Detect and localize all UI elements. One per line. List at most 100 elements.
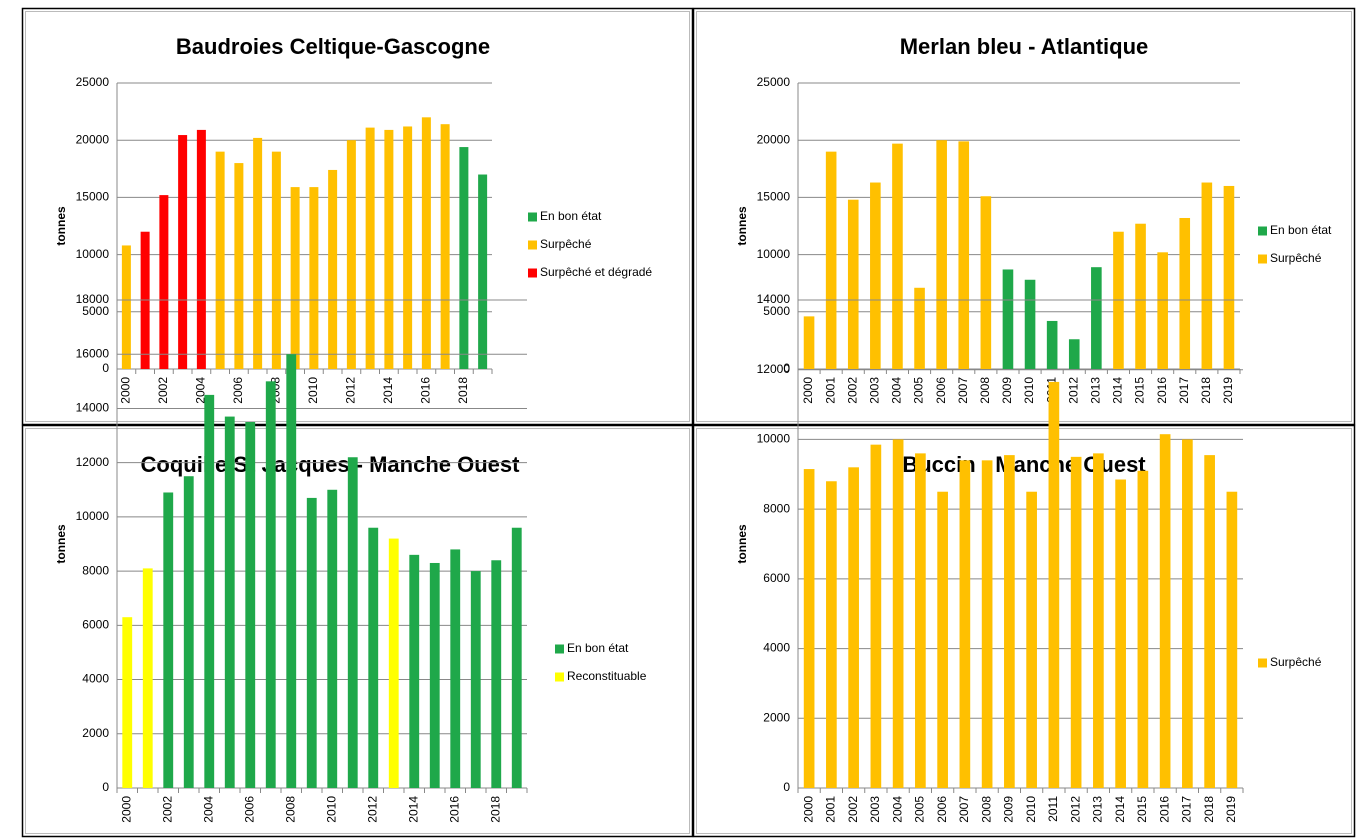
bar (870, 444, 882, 788)
bar (915, 453, 926, 788)
y-tick-label: 14000 (76, 401, 110, 415)
y-tick-label: 12000 (757, 362, 791, 376)
panel-inner (696, 11, 1352, 422)
y-tick-label: 2000 (763, 710, 790, 724)
legend-swatch (528, 212, 537, 222)
x-tick-label: 2002 (156, 377, 170, 404)
legend-label: En bon état (1270, 223, 1332, 237)
bar (980, 196, 992, 369)
x-tick-label: 2001 (824, 796, 838, 823)
bar (470, 571, 481, 788)
bar (870, 182, 881, 369)
bar (511, 527, 522, 788)
bar (958, 141, 970, 369)
x-tick-label: 2006 (242, 796, 256, 823)
x-tick-label: 2004 (890, 796, 904, 823)
panel-border (21, 7, 694, 426)
x-tick-label: 2011 (1046, 796, 1060, 822)
bar (1004, 455, 1015, 788)
bar (421, 117, 431, 369)
bar (1135, 223, 1146, 369)
bar (959, 460, 971, 788)
bar (290, 187, 300, 369)
x-tick-label: 2015 (1135, 796, 1149, 823)
y-axis-label: tonnes (54, 524, 68, 564)
y-tick-label: 8000 (82, 563, 109, 577)
y-tick-label: 2000 (82, 726, 109, 740)
x-tick-label: 2017 (1177, 377, 1191, 404)
panel-border (21, 424, 694, 838)
x-tick-label: 2018 (1199, 377, 1213, 404)
bar (1223, 185, 1235, 369)
y-tick-label: 20000 (757, 132, 791, 146)
x-tick-label: 2012 (1068, 796, 1082, 823)
x-tick-label: 2018 (488, 796, 502, 823)
x-tick-label: 2000 (801, 796, 815, 823)
bar (409, 554, 420, 788)
bar (1137, 470, 1149, 788)
x-tick-label: 2000 (119, 377, 133, 404)
bar (159, 195, 169, 369)
x-tick-label: 2019 (1221, 377, 1235, 404)
legend-label: En bon état (567, 641, 629, 655)
y-tick-label: 16000 (76, 346, 110, 360)
x-tick-label: 2002 (846, 796, 860, 823)
bar (183, 476, 194, 788)
bar (892, 143, 903, 369)
legend-swatch (555, 672, 564, 682)
bar (1179, 217, 1191, 369)
y-tick-label: 25000 (757, 75, 791, 89)
panel-inner (25, 428, 690, 834)
x-tick-label: 2006 (935, 796, 949, 823)
bar (825, 151, 837, 369)
y-tick-label: 10000 (76, 509, 110, 523)
chart-title: Buccin - Manche Ouest (902, 452, 1146, 477)
x-tick-label: 2017 (1180, 796, 1194, 823)
x-tick-label: 2007 (956, 377, 970, 404)
bar (388, 538, 399, 788)
panel-inner (696, 428, 1352, 834)
x-tick-label: 2006 (231, 377, 245, 404)
bar (847, 199, 859, 369)
bar (271, 151, 281, 369)
bar (491, 560, 502, 788)
bar (1201, 182, 1213, 369)
y-tick-label: 5000 (763, 304, 790, 318)
bar (327, 489, 338, 788)
legend-label: Surpêché et dégradé (540, 265, 652, 279)
bar (204, 394, 215, 788)
bar (1157, 252, 1168, 369)
x-tick-label: 2012 (1066, 377, 1080, 404)
x-tick-label: 2010 (306, 377, 320, 404)
x-tick-label: 2005 (912, 377, 926, 404)
x-tick-label: 2016 (447, 796, 461, 823)
legend-swatch (555, 644, 564, 654)
y-tick-label: 20000 (76, 132, 110, 146)
y-tick-label: 0 (102, 361, 109, 375)
bar (1159, 434, 1171, 788)
x-tick-label: 2016 (419, 377, 433, 404)
x-tick-label: 2010 (1022, 377, 1036, 404)
legend-swatch (528, 268, 537, 278)
x-tick-label: 2013 (1089, 377, 1103, 404)
bar (936, 140, 947, 369)
bar (1226, 491, 1238, 788)
x-tick-label: 2016 (1157, 796, 1171, 823)
bar (384, 129, 394, 369)
legend-label: En bon état (540, 209, 602, 223)
bar (981, 460, 993, 788)
legend-label: Surpêché (1270, 655, 1322, 669)
x-tick-label: 2014 (406, 796, 420, 823)
bar (178, 135, 188, 369)
y-tick-label: 6000 (82, 618, 109, 632)
x-tick-label: 2010 (1024, 796, 1038, 823)
bar (328, 169, 338, 369)
y-axis-label: tonnes (54, 206, 68, 246)
bar (1182, 439, 1193, 788)
y-tick-label: 10000 (76, 247, 110, 261)
bar (1204, 455, 1215, 788)
x-tick-label: 2008 (978, 377, 992, 404)
x-tick-label: 2010 (324, 796, 338, 823)
bar (459, 147, 469, 369)
